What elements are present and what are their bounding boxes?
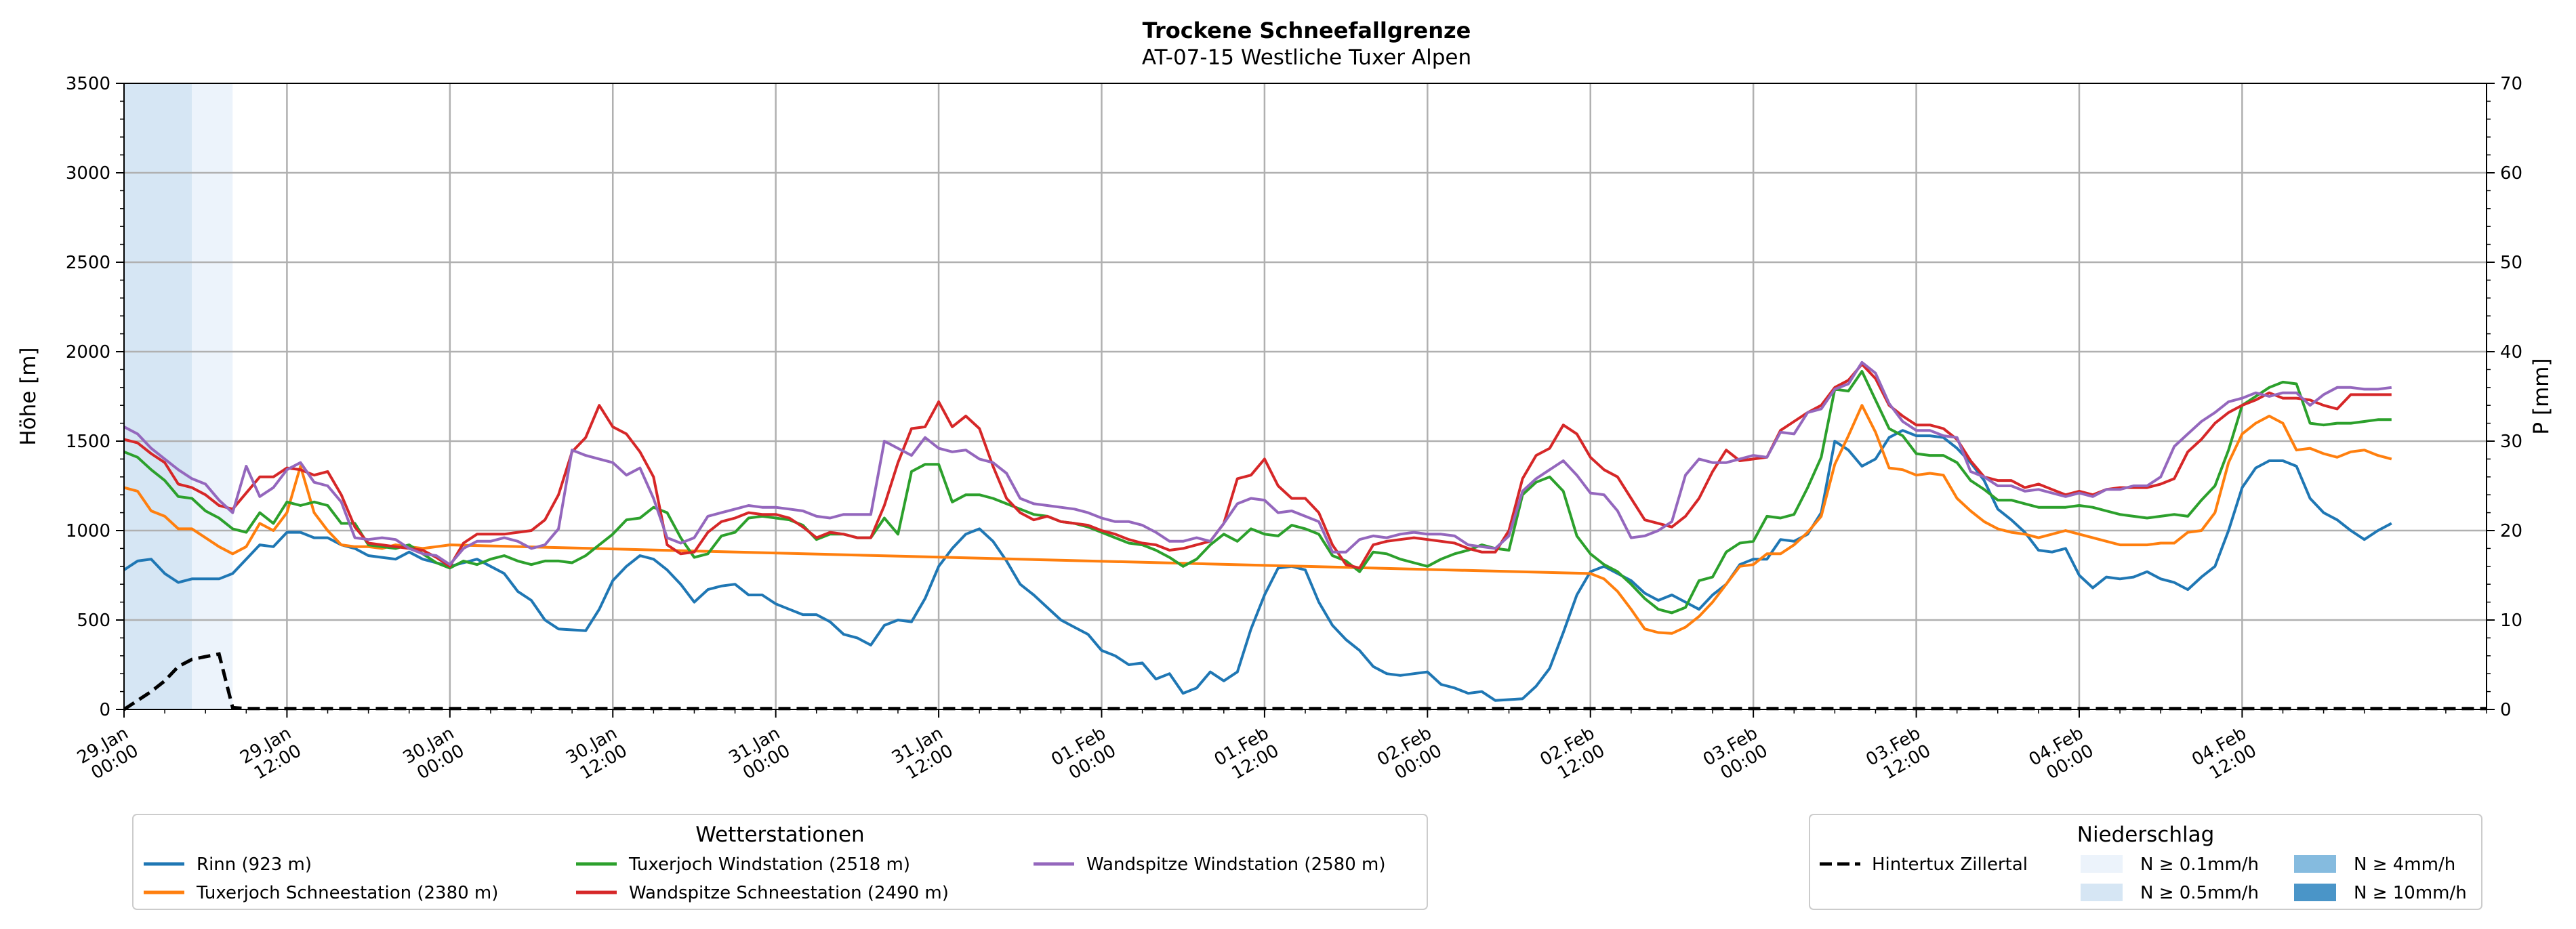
y-tick-label-4: 2000 bbox=[66, 342, 110, 363]
precip-series-line bbox=[123, 652, 2487, 711]
precip-bands bbox=[124, 83, 233, 709]
y-axis-title-right: P [mm] bbox=[2529, 358, 2554, 434]
legend-precip-swatch-0 bbox=[2081, 855, 2123, 873]
series-lines bbox=[123, 360, 2392, 702]
legend-stations-items: Rinn (923 m) Tuxerjoch Schneestation (238… bbox=[144, 854, 1385, 903]
legend-precip: Niederschlag Hintertux Zillertal N ≥ 0.1… bbox=[1809, 814, 2482, 910]
legend-precip-label-0: N ≥ 0.1mm/h bbox=[2140, 854, 2259, 875]
legend-stations-title: Wetterstationen bbox=[695, 823, 864, 847]
y-axis-left: 0 500 1000 1500 2000 2500 3000 3500 bbox=[66, 74, 124, 720]
y-right-tick-label-3: 30 bbox=[2500, 432, 2522, 452]
y-tick-label-3: 1500 bbox=[66, 432, 110, 452]
legend-precip-items: N ≥ 0.1mm/h N ≥ 0.5mm/h N ≥ 4mm/h N ≥ 10mm/… bbox=[2081, 854, 2467, 903]
y-right-tick-label-6: 60 bbox=[2500, 163, 2522, 184]
y-tick-label-0: 0 bbox=[99, 700, 110, 720]
y-tick-label-5: 2500 bbox=[66, 253, 110, 273]
legend-stations-frame bbox=[132, 814, 1428, 910]
legend-precip-title: Niederschlag bbox=[2077, 823, 2215, 847]
legend-precip-label-1: N ≥ 0.5mm/h bbox=[2140, 883, 2259, 903]
legend-precip-swatch-2 bbox=[2294, 855, 2336, 873]
legend-precip-label-3: N ≥ 10mm/h bbox=[2354, 883, 2467, 903]
legend-station-label-0-1: Tuxerjoch Schneestation (2380 m) bbox=[196, 883, 498, 903]
legend-station-label-1-1: Wandspitze Schneestation (2490 m) bbox=[629, 883, 949, 903]
series-line-4 bbox=[123, 360, 2392, 566]
y-right-tick-label-7: 70 bbox=[2500, 74, 2522, 94]
series-line-2 bbox=[123, 370, 2392, 615]
series-line-3 bbox=[123, 363, 2392, 570]
y-axis-title-left: Höhe [m] bbox=[16, 347, 41, 445]
y-axis-right: 0 10 20 30 40 50 60 70 bbox=[2487, 74, 2522, 720]
legend-precip-line-label: Hintertux Zillertal bbox=[1872, 854, 2028, 875]
precip-line bbox=[123, 652, 2487, 711]
y-right-tick-label-4: 40 bbox=[2500, 342, 2522, 363]
y-right-tick-label-0: 0 bbox=[2500, 700, 2512, 720]
precip-band-1 bbox=[192, 83, 233, 709]
legend-precip-swatch-3 bbox=[2294, 884, 2336, 901]
legend-station-label-1-0: Tuxerjoch Windstation (2518 m) bbox=[628, 854, 910, 875]
y-tick-label-7: 3500 bbox=[66, 74, 110, 94]
series-line-0 bbox=[123, 429, 2392, 702]
y-right-tick-label-1: 10 bbox=[2500, 611, 2522, 631]
y-right-tick-label-5: 50 bbox=[2500, 253, 2522, 273]
legend-stations: Wetterstationen Rinn (923 m) Tuxerjoch Sc… bbox=[132, 814, 1428, 910]
legend-station-label-2-0: Wandspitze Windstation (2580 m) bbox=[1086, 854, 1385, 875]
y-tick-label-6: 3000 bbox=[66, 163, 110, 184]
chart-subtitle: AT-07-15 Westliche Tuxer Alpen bbox=[1142, 45, 1471, 70]
y-tick-label-1: 500 bbox=[77, 611, 110, 631]
legend-precip-swatch-1 bbox=[2081, 884, 2123, 901]
chart-title: Trockene Schneefallgrenze bbox=[1143, 18, 1471, 43]
y-right-tick-label-2: 20 bbox=[2500, 521, 2522, 541]
grid bbox=[124, 83, 2487, 709]
precip-band-0 bbox=[124, 83, 192, 709]
legend-station-label-0-0: Rinn (923 m) bbox=[197, 854, 312, 875]
series-line-1 bbox=[123, 404, 2392, 635]
legend-precip-label-2: N ≥ 4mm/h bbox=[2354, 854, 2455, 875]
y-tick-label-2: 1000 bbox=[66, 521, 110, 541]
